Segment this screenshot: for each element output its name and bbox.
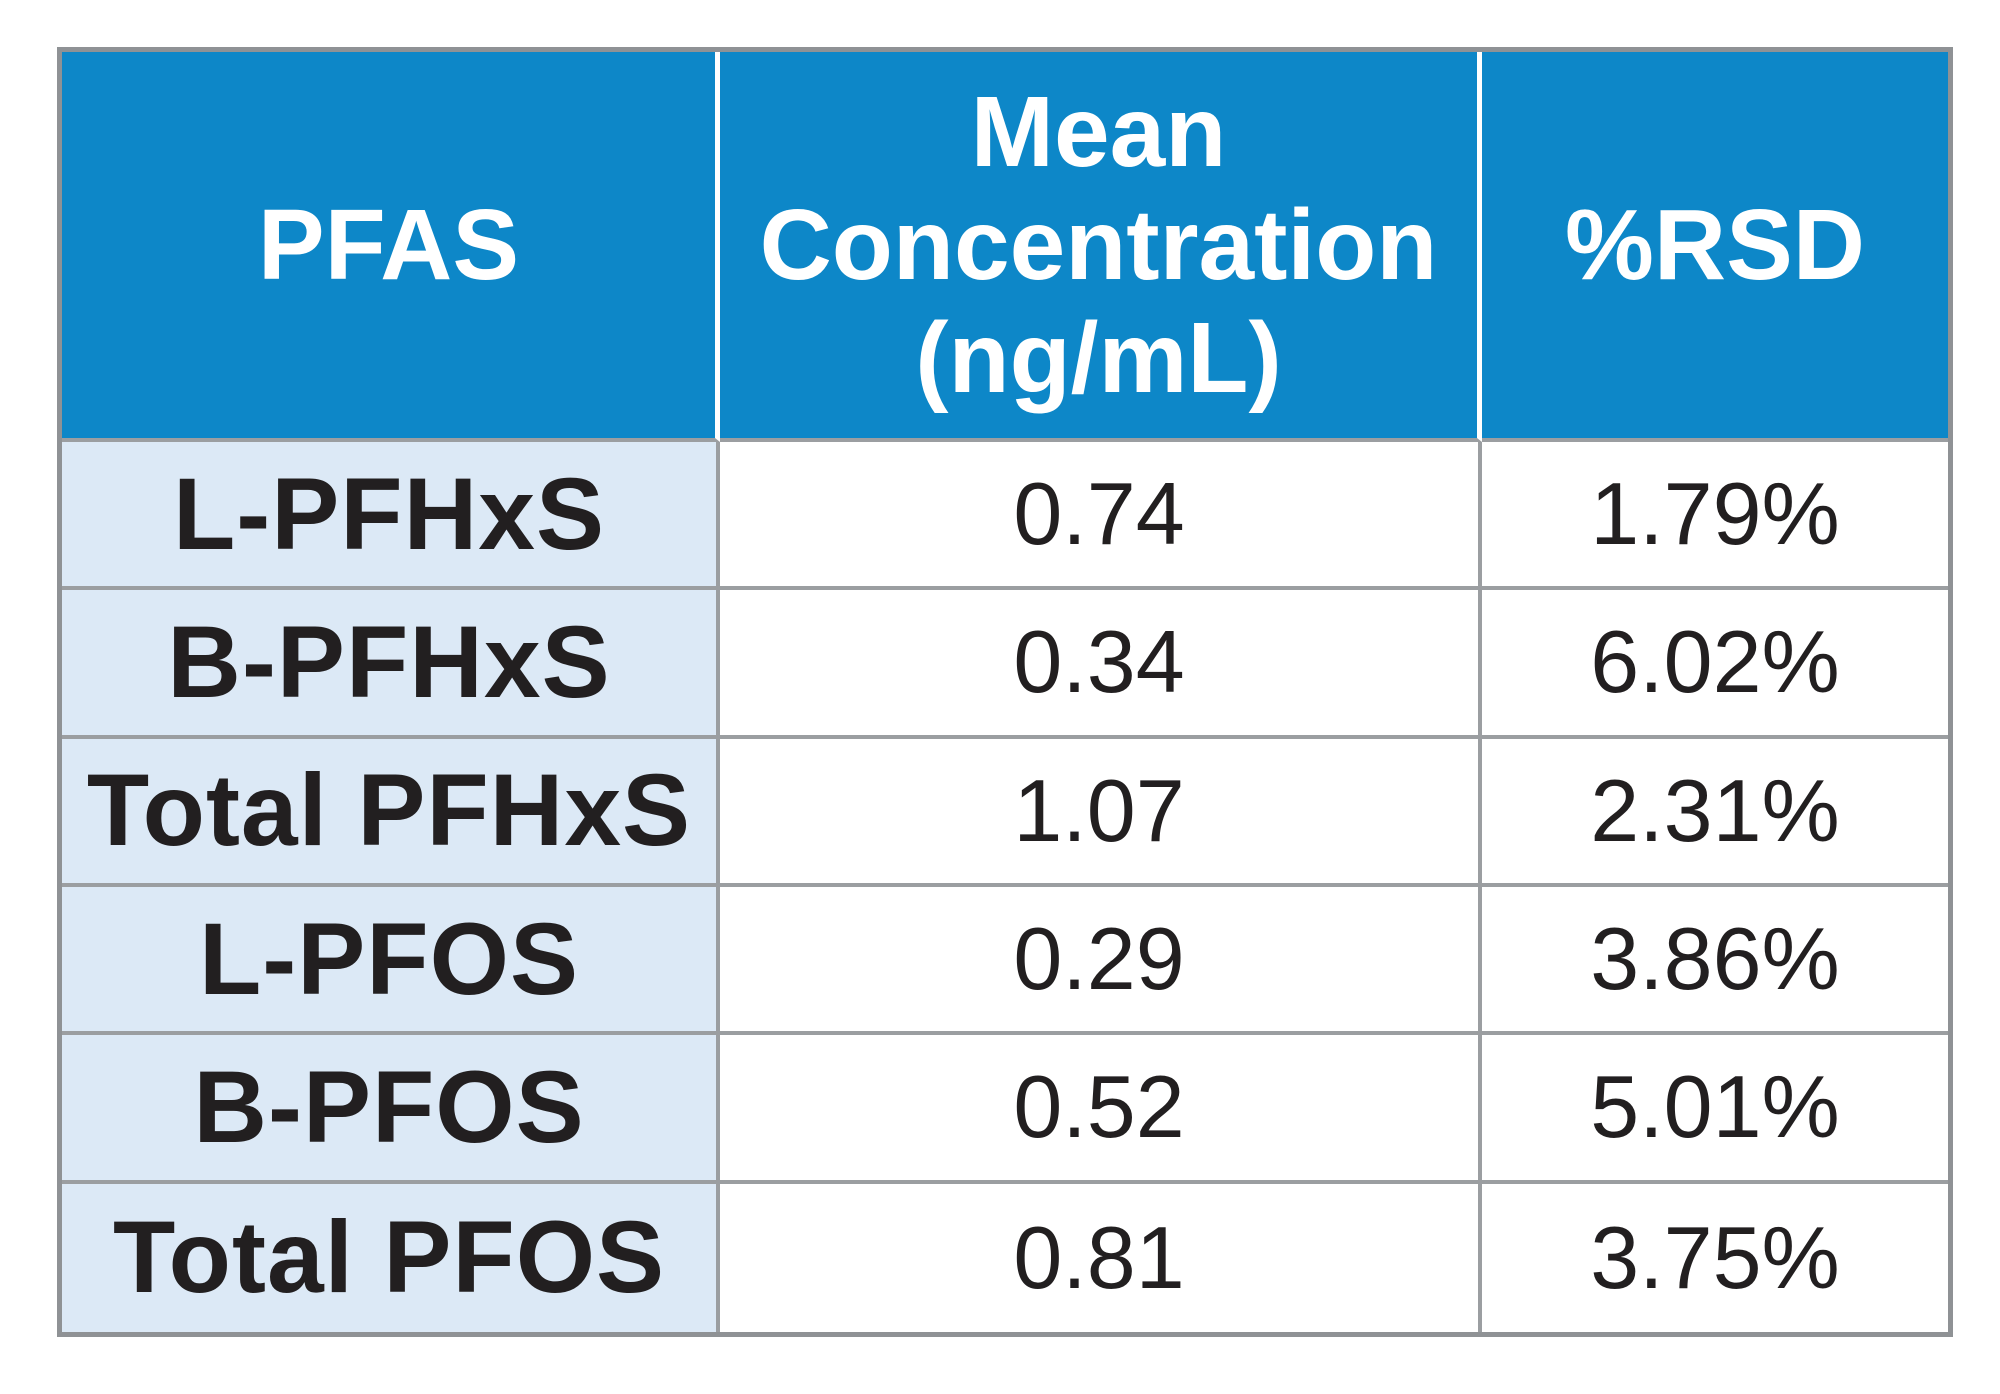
row-label-l-pfos: L-PFOS (62, 886, 720, 1036)
row-label-b-pfhxs: B-PFHxS (62, 590, 720, 739)
row-label-b-pfos: B-PFOS (62, 1035, 720, 1184)
mean-concentration-l-pfos: 0.29 (720, 886, 1482, 1036)
header-line-mean: Mean (970, 75, 1227, 188)
rsd-l-pfos: 3.86% (1482, 887, 1948, 1036)
rsd-b-pfhxs: 6.02% (1482, 590, 1948, 739)
row-label-total-pfos: Total PFOS (62, 1183, 720, 1332)
row-label-l-pfhxs: L-PFHxS (62, 442, 720, 591)
rsd-b-pfos: 5.01% (1482, 1035, 1948, 1184)
column-header-pfas: PFAS (62, 52, 720, 442)
column-header-mean-concentration: Mean Concentration (ng/mL) (720, 52, 1482, 442)
mean-concentration-b-pfos: 0.52 (720, 1035, 1482, 1184)
pfas-results-table: PFAS Mean Concentration (ng/mL) %RSD L-P… (57, 47, 1953, 1337)
column-header-rsd: %RSD (1482, 52, 1948, 442)
row-label-total-pfhxs: Total PFHxS (62, 738, 720, 887)
header-line-concentration: Concentration (759, 188, 1438, 301)
header-line-unit: (ng/mL) (915, 301, 1282, 414)
mean-concentration-b-pfhxs: 0.34 (720, 590, 1482, 739)
rsd-l-pfhxs: 1.79% (1482, 442, 1948, 591)
mean-concentration-total-pfhxs: 1.07 (720, 738, 1482, 887)
rsd-total-pfhxs: 2.31% (1482, 739, 1948, 887)
mean-concentration-l-pfhxs: 0.74 (720, 442, 1482, 591)
rsd-total-pfos: 3.75% (1590, 1207, 1840, 1307)
mean-concentration-header-lines: Mean Concentration (ng/mL) (760, 76, 1438, 415)
mean-concentration-total-pfos: 0.81 (720, 1183, 1482, 1332)
